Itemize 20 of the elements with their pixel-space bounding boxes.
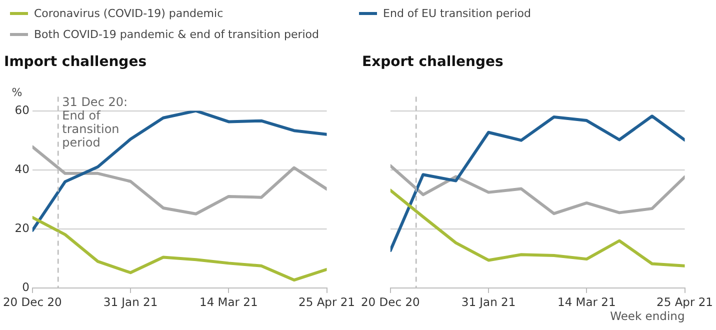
x-tick-label: 20 Dec 20 [2,294,62,309]
y-tick-label: 40 [14,162,30,176]
x-tick-label: 25 Apr 21 [298,294,356,309]
legend-label: Coronavirus (COVID-19) pandemic [34,7,224,20]
y-tick-label: 20 [14,220,30,235]
x-axis-title: Week ending [610,309,685,324]
y-tick-label: 60 [14,102,30,117]
chart-title: Import challenges [4,54,147,70]
x-tick-label: 31 Jan 21 [461,294,516,309]
legend-label: End of EU transition period [383,7,531,20]
ref-line-label: 31 Dec 20: End of transition period [62,94,128,150]
y-tick-label: 0 [22,280,30,294]
x-tick-label: 14 Mar 21 [200,294,258,309]
legend-label: Both COVID-19 pandemic & end of transition period [34,28,320,41]
x-tick-label: 20 Dec 20 [360,294,420,309]
x-tick-label: 31 Jan 21 [103,294,158,309]
y-axis-title: % [12,86,22,100]
chart-title: Export challenges [362,54,504,70]
x-tick-label: 14 Mar 21 [558,294,616,309]
x-tick-label: 25 Apr 21 [656,294,714,309]
